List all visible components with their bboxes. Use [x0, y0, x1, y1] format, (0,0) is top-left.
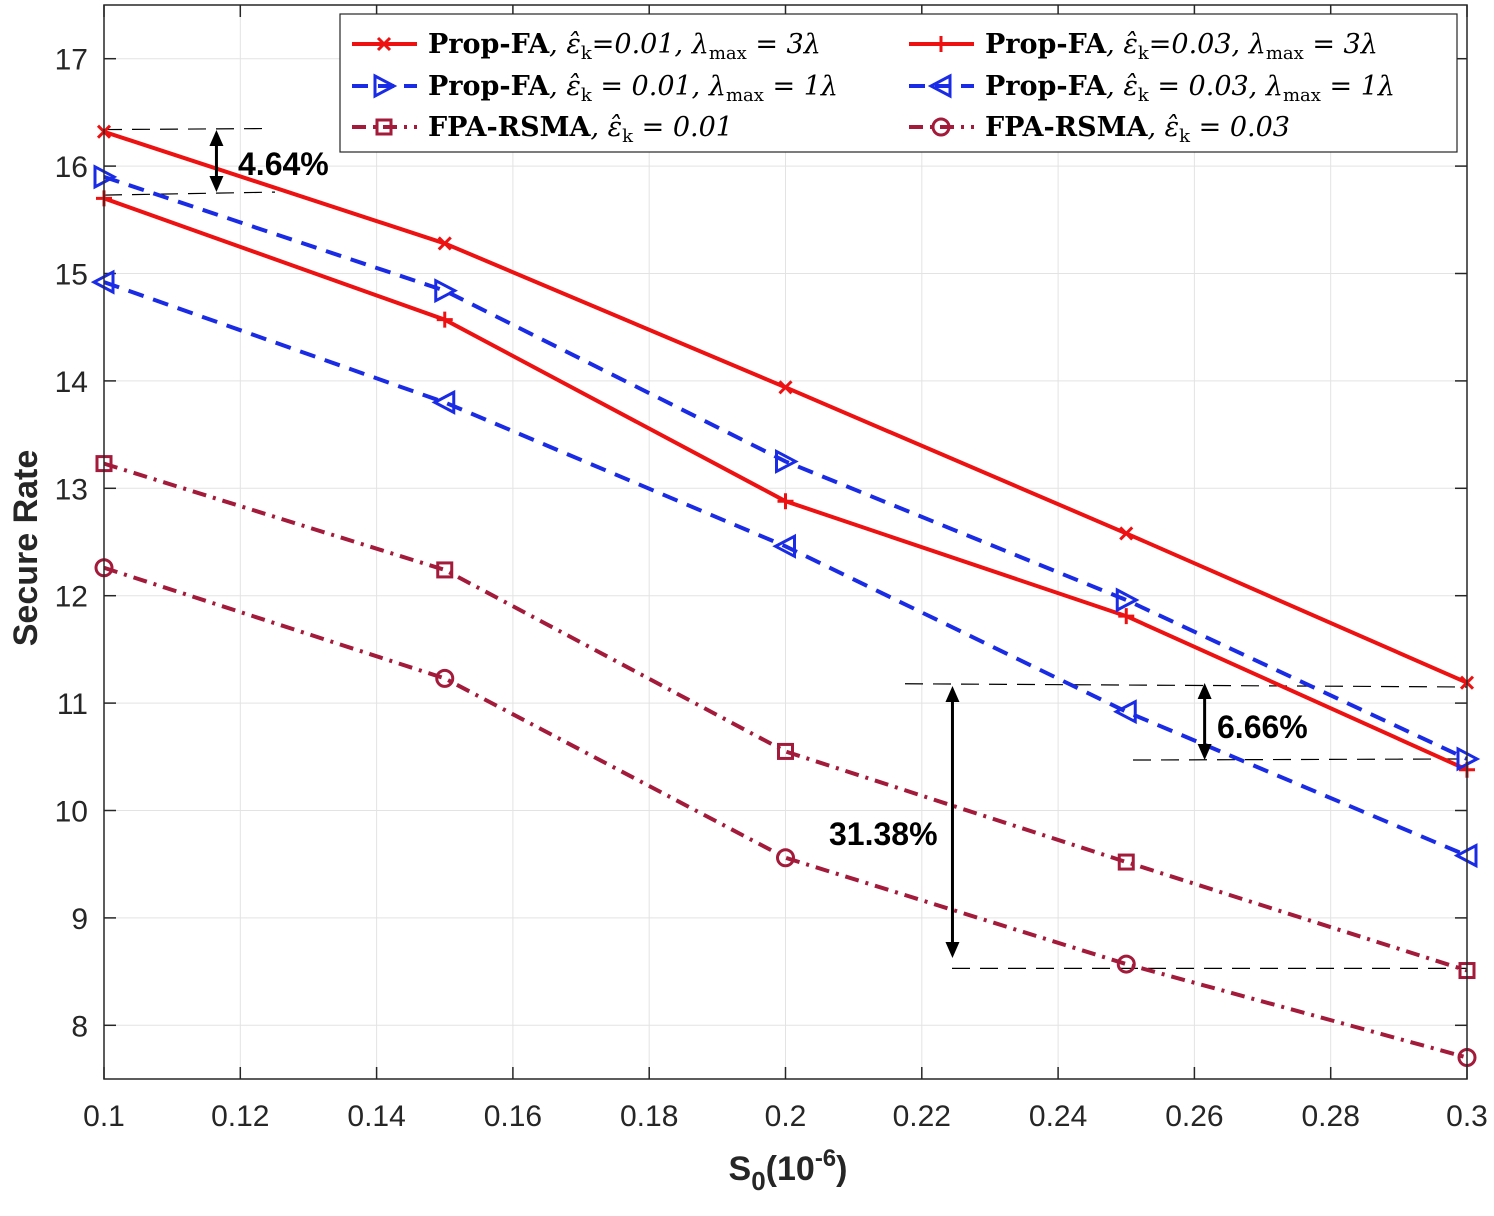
reference-line	[103, 191, 276, 196]
marker-circle	[931, 117, 951, 137]
legend-label: Prop-FA, ε̂k = 0.01, λmax = 1λ	[428, 71, 838, 106]
annotation-label: 31.38%	[829, 816, 938, 852]
x-tick-label: 0.16	[484, 1100, 542, 1133]
marker-triangle-left	[1113, 699, 1137, 725]
y-tick-label: 12	[55, 581, 88, 614]
series-6	[94, 558, 1477, 1068]
x-tick-label: 0.3	[1446, 1100, 1488, 1133]
y-tick-label: 9	[71, 903, 88, 936]
marker-x	[778, 380, 793, 395]
marker-triangle-left	[772, 533, 796, 559]
annotation-arrows: 4.64% 6.66% 31.38%	[209, 130, 1308, 958]
marker-triangle-right	[373, 73, 398, 99]
marker-plus	[933, 36, 949, 52]
legend: Prop-FA, ε̂k=0.01, λmax = 3λ Prop-FA, ε̂k…	[339, 13, 1458, 153]
arrow-head-down	[209, 176, 224, 192]
y-tick-label: 13	[55, 473, 88, 506]
x-tick-label: 0.14	[347, 1100, 405, 1133]
legend-entry: Prop-FA, ε̂k = 0.01, λmax = 1λ	[352, 71, 838, 106]
arrow-head-up	[945, 686, 960, 702]
marker-square	[375, 118, 393, 136]
x-tick-label: 0.18	[620, 1100, 678, 1133]
x-tick-label: 0.26	[1165, 1100, 1223, 1133]
reference-line	[1132, 758, 1468, 761]
legend-entry: Prop-FA, ε̂k=0.01, λmax = 3λ	[352, 29, 821, 64]
series-1	[96, 124, 1475, 690]
x-tick-label: 0.28	[1302, 1100, 1360, 1133]
marker-triangle-left	[927, 73, 952, 99]
marker-triangle-right	[775, 448, 799, 474]
marker-circle	[435, 668, 455, 688]
marker-triangle-left	[431, 389, 456, 415]
x-tick-label: 0.24	[1029, 1100, 1087, 1133]
series-line	[103, 461, 1468, 973]
marker-triangle-right	[434, 278, 458, 304]
reference-lines	[103, 127, 1468, 969]
x-axis-label: S0(10-6)	[729, 1145, 848, 1196]
y-tick-label: 10	[55, 796, 88, 829]
arrow-head-up	[1197, 683, 1212, 699]
legend-label: FPA-RSMA, ε̂k = 0.01	[428, 112, 733, 147]
marker-x	[376, 36, 392, 52]
marker-plus	[777, 493, 794, 510]
y-tick-label: 16	[55, 151, 88, 184]
marker-circle	[776, 848, 795, 868]
legend-entry: Prop-FA, ε̂k = 0.03, λmax = 1λ	[909, 71, 1395, 106]
legend-label: Prop-FA, ε̂k=0.03, λmax = 3λ	[985, 29, 1378, 64]
legend-label: Prop-FA, ε̂k=0.01, λmax = 3λ	[428, 29, 821, 64]
legend-entry: FPA-RSMA, ε̂k = 0.03	[909, 112, 1290, 147]
y-tick-label: 11	[57, 688, 88, 721]
y-tick-label: 15	[55, 259, 88, 292]
marker-plus	[436, 311, 453, 328]
x-tick-label: 0.22	[893, 1100, 951, 1133]
legend-entry: FPA-RSMA, ε̂k = 0.01	[352, 112, 733, 147]
reference-line	[103, 127, 263, 131]
legend-label: Prop-FA, ε̂k = 0.03, λmax = 1λ	[985, 71, 1395, 106]
marker-x	[1119, 526, 1134, 541]
legend-entry: Prop-FA, ε̂k=0.03, λmax = 3λ	[909, 29, 1378, 64]
reference-line	[904, 683, 1468, 688]
series-line	[103, 565, 1468, 1060]
series-line	[103, 174, 1468, 761]
x-axis-ticks: 0.1 0.12 0.14 0.16 0.18 0.2 0.22 0.24 0.26 0.28 0.…	[83, 5, 1488, 1133]
legend-label: FPA-RSMA, ε̂k = 0.03	[985, 112, 1290, 147]
marker-square	[777, 742, 794, 760]
annotation-label: 4.64%	[238, 146, 329, 182]
plot-frame	[103, 4, 1468, 1080]
annotation-label: 6.66%	[1217, 709, 1308, 745]
marker-square	[436, 561, 454, 579]
arrow-head-down	[1197, 744, 1212, 760]
y-tick-label: 8	[71, 1010, 88, 1043]
y-axis-label: Secure Rate	[7, 450, 45, 647]
legend-box	[339, 13, 1458, 153]
marker-plus	[1118, 608, 1135, 625]
arrow-head-down	[945, 942, 960, 958]
marker-triangle-right	[1115, 587, 1140, 613]
marker-x	[437, 236, 452, 251]
y-tick-label: 14	[55, 366, 88, 399]
arrow-head-up	[209, 130, 224, 146]
series-line	[103, 280, 1468, 858]
y-tick-label: 17	[55, 44, 88, 77]
marker-circle	[1116, 954, 1136, 974]
marker-square	[1117, 853, 1135, 871]
x-tick-label: 0.12	[211, 1100, 269, 1133]
x-tick-label: 0.2	[765, 1100, 807, 1133]
x-tick-label: 0.1	[83, 1100, 125, 1133]
y-axis-ticks: 8 9 10 11 12 13 14 15 16 17	[55, 44, 1467, 1043]
